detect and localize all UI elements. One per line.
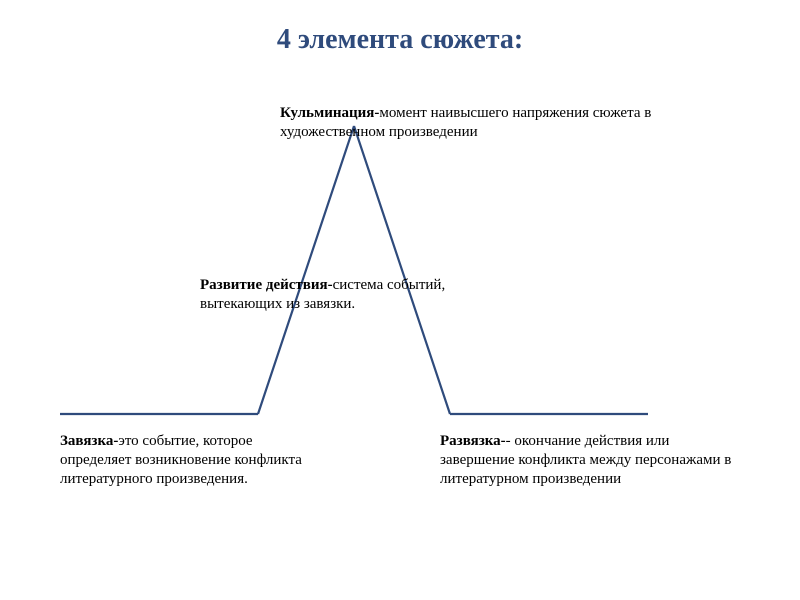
triangle-right-side <box>354 126 450 414</box>
term-resolution: Развязка- <box>440 433 506 449</box>
term-rising: Развитие действия- <box>200 277 333 293</box>
label-climax: Кульминация-момент наивысшего напряжения… <box>280 104 660 142</box>
triangle-left-side <box>258 126 354 414</box>
term-exposition: Завязка- <box>60 433 118 449</box>
label-resolution: Развязка-- окончание действия или заверш… <box>440 432 740 488</box>
label-rising-action: Развитие действия-система событий, вытек… <box>200 276 490 314</box>
term-climax: Кульминация- <box>280 105 379 121</box>
label-exposition: Завязка-это событие, которое определяет … <box>60 432 320 488</box>
